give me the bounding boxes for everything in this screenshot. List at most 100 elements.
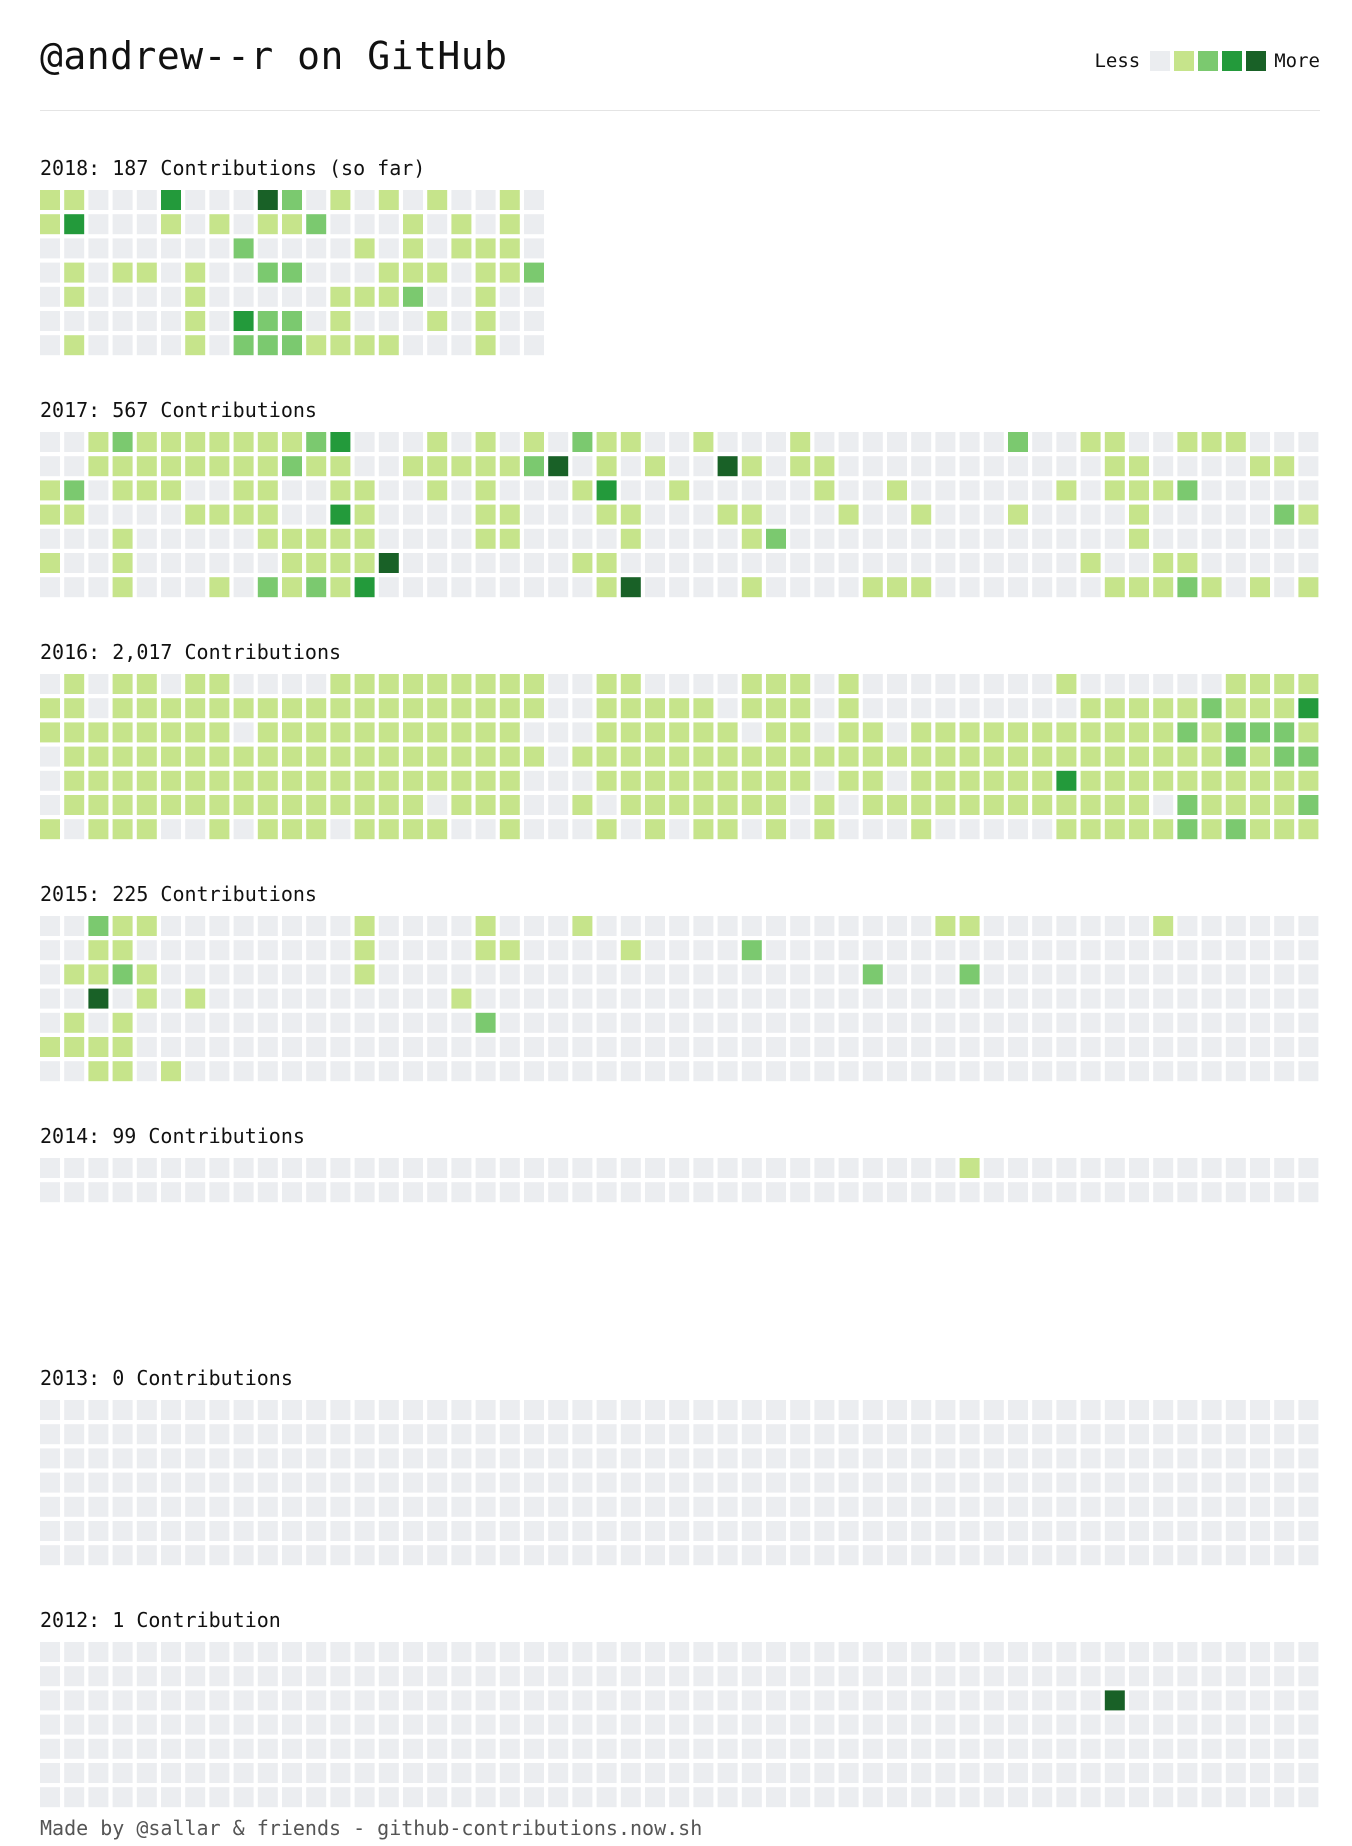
contribution-day [185,1400,206,1420]
contribution-day [40,916,60,936]
contribution-day [887,964,907,985]
contribution-day [717,504,738,525]
contribution-day [1104,1400,1125,1420]
contribution-day [1104,1158,1125,1178]
contribution-day [548,1448,569,1469]
contribution-day [1250,1666,1270,1687]
contribution-day [209,1037,230,1057]
contribution-day [1177,1642,1198,1662]
contribution-day [403,1666,423,1687]
contribution-day [40,1448,60,1469]
contribution-day [136,1521,157,1541]
contribution-day [354,674,375,694]
contribution-day [620,528,641,549]
contribution-day [693,504,714,525]
contribution-day [935,1424,956,1445]
contribution-day [378,1037,399,1057]
contribution-day [354,698,375,719]
contribution-day [451,335,472,356]
contribution-day [766,940,786,961]
contribution-day [790,722,811,743]
contribution-day [112,988,133,1009]
contribution-day [306,214,327,235]
contribution-day [451,1424,472,1445]
contribution-day [524,1496,544,1517]
contribution-day [548,1545,569,1566]
contribution-day [1153,674,1174,694]
contribution-day [1032,819,1053,840]
contribution-day [959,1690,980,1711]
contribution-day [354,432,375,452]
contribution-day [112,1158,133,1178]
contribution-day [427,770,448,791]
page-title: @andrew--r on GitHub [40,34,508,78]
contribution-day [1177,1496,1198,1517]
contribution-day [185,1061,206,1082]
contribution-day [306,722,327,743]
contribution-day [112,286,133,307]
contribution-day [306,1158,327,1178]
contribution-day [1201,1037,1222,1057]
contribution-day [209,238,230,259]
contribution-day [790,504,811,525]
contribution-day [1129,1496,1149,1517]
contribution-day [330,916,351,936]
contribution-day [64,770,85,791]
contribution-day [403,1012,423,1033]
contribution-day [1225,1400,1246,1420]
contribution-day [330,940,351,961]
contribution-day [1201,770,1222,791]
contribution-day [330,190,351,210]
contribution-day [282,190,302,210]
contribution-day [136,553,157,573]
contribution-day [499,553,520,573]
contribution-day [1008,1545,1028,1566]
contribution-day [838,504,859,525]
contribution-day [1129,674,1149,694]
contribution-day [451,1012,472,1033]
contribution-day [524,1037,544,1057]
contribution-day [959,795,980,815]
contribution-day [475,819,496,840]
contribution-day [475,1521,496,1541]
contribution-day [741,1738,762,1759]
contribution-day [282,1012,302,1033]
contribution-day [257,335,278,356]
contribution-day [1153,940,1174,961]
contribution-day [911,553,932,573]
contribution-day [1032,480,1053,501]
contribution-day [1177,480,1198,501]
contribution-day [88,1690,109,1711]
contribution-day [983,553,1004,573]
contribution-day [40,1496,60,1517]
contribution-day [451,1642,472,1662]
contribution-day [185,1521,206,1541]
legend-level-3 [1222,51,1243,71]
contribution-day [620,577,641,598]
contribution-day [935,1521,956,1541]
contribution-day [136,504,157,525]
contribution-day [475,1642,496,1662]
contribution-day [112,1496,133,1517]
contribution-day [524,1158,544,1178]
contribution-day [185,1182,206,1203]
contribution-day [790,577,811,598]
contribution-day [282,238,302,259]
contribution-day [1104,1182,1125,1203]
contribution-day [354,1545,375,1566]
contribution-day [64,1012,85,1033]
contribution-day [1250,819,1270,840]
contribution-day [524,1666,544,1687]
contribution-day [741,1472,762,1493]
contribution-day [741,1642,762,1662]
contribution-day [790,1158,811,1178]
contribution-day [1250,770,1270,791]
contribution-day [1201,819,1222,840]
contribution-day [693,1424,714,1445]
contribution-day [112,335,133,356]
contribution-day [717,940,738,961]
contribution-day [1129,770,1149,791]
contribution-day [451,286,472,307]
contribution-day [233,1400,254,1420]
contribution-day [378,770,399,791]
